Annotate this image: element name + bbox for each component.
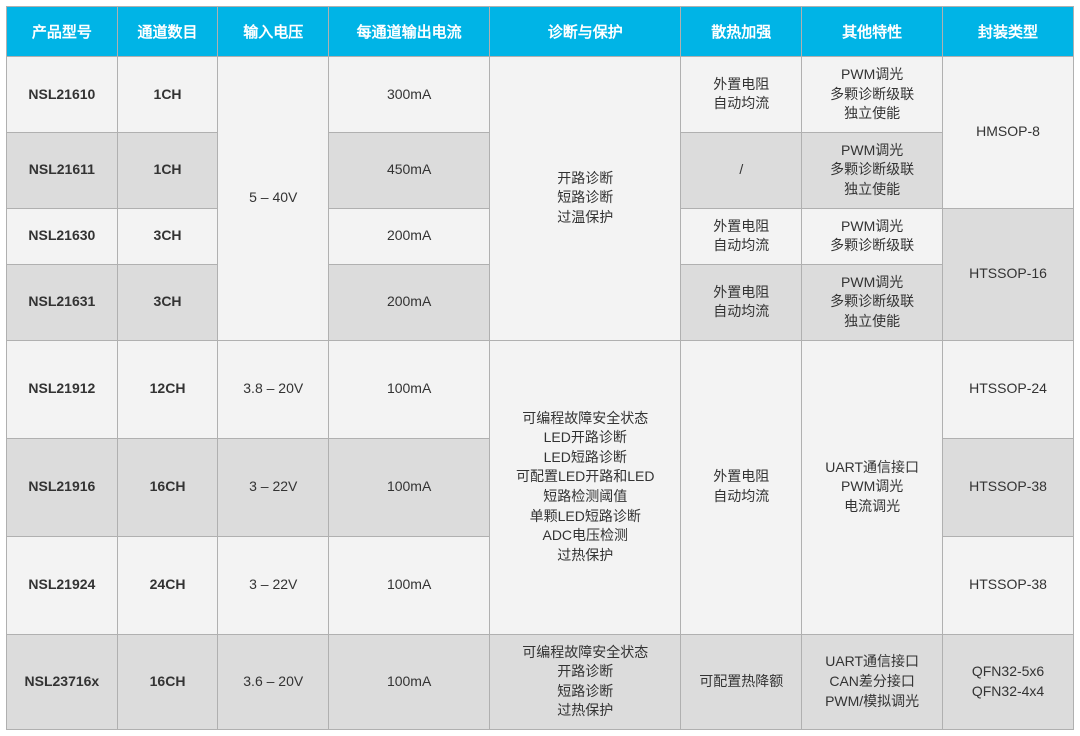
col-header-other-features: 其他特性 (802, 7, 943, 57)
cell-output-current: 100mA (329, 634, 490, 729)
cell-output-current: 100mA (329, 536, 490, 634)
cell-channels: 1CH (117, 132, 218, 208)
cell-thermal: 外置电阻自动均流 (681, 57, 802, 133)
col-header-thermal: 散热加强 (681, 7, 802, 57)
cell-input-voltage: 3 – 22V (218, 438, 329, 536)
cell-thermal: 外置电阻自动均流 (681, 340, 802, 634)
cell-other-features: PWM调光多颗诊断级联独立使能 (802, 132, 943, 208)
cell-diagnostics: 开路诊断短路诊断过温保护 (490, 57, 681, 341)
cell-output-current: 450mA (329, 132, 490, 208)
cell-model: NSL21912 (7, 340, 118, 438)
cell-thermal: 外置电阻自动均流 (681, 208, 802, 264)
cell-channels: 16CH (117, 438, 218, 536)
cell-thermal: 可配置热降额 (681, 634, 802, 729)
cell-package: HMSOP-8 (943, 57, 1074, 209)
cell-package: QFN32-5x6QFN32-4x4 (943, 634, 1074, 729)
cell-channels: 16CH (117, 634, 218, 729)
col-header-channels: 通道数目 (117, 7, 218, 57)
cell-model: NSL21916 (7, 438, 118, 536)
product-spec-table: 产品型号 通道数目 输入电压 每通道输出电流 诊断与保护 散热加强 其他特性 封… (6, 6, 1074, 730)
cell-input-voltage: 5 – 40V (218, 57, 329, 341)
cell-model: NSL21610 (7, 57, 118, 133)
cell-channels: 24CH (117, 536, 218, 634)
cell-output-current: 100mA (329, 340, 490, 438)
table-row: NSL216101CH5 – 40V300mA开路诊断短路诊断过温保护外置电阻自… (7, 57, 1074, 133)
cell-model: NSL21631 (7, 264, 118, 340)
cell-output-current: 300mA (329, 57, 490, 133)
cell-output-current: 200mA (329, 264, 490, 340)
cell-package: HTSSOP-24 (943, 340, 1074, 438)
cell-diagnostics: 可编程故障安全状态开路诊断短路诊断过热保护 (490, 634, 681, 729)
col-header-diagnostics: 诊断与保护 (490, 7, 681, 57)
cell-channels: 3CH (117, 208, 218, 264)
cell-input-voltage: 3.8 – 20V (218, 340, 329, 438)
cell-package: HTSSOP-16 (943, 208, 1074, 340)
cell-other-features: PWM调光多颗诊断级联独立使能 (802, 264, 943, 340)
cell-output-current: 200mA (329, 208, 490, 264)
cell-channels: 12CH (117, 340, 218, 438)
col-header-output-current: 每通道输出电流 (329, 7, 490, 57)
cell-other-features: UART通信接口PWM调光电流调光 (802, 340, 943, 634)
cell-other-features: PWM调光多颗诊断级联独立使能 (802, 57, 943, 133)
cell-input-voltage: 3.6 – 20V (218, 634, 329, 729)
cell-diagnostics: 可编程故障安全状态LED开路诊断LED短路诊断可配置LED开路和LED短路检测阈… (490, 340, 681, 634)
cell-channels: 1CH (117, 57, 218, 133)
cell-model: NSL21630 (7, 208, 118, 264)
cell-package: HTSSOP-38 (943, 536, 1074, 634)
cell-other-features: UART通信接口CAN差分接口PWM/模拟调光 (802, 634, 943, 729)
cell-output-current: 100mA (329, 438, 490, 536)
cell-model: NSL21611 (7, 132, 118, 208)
cell-package: HTSSOP-38 (943, 438, 1074, 536)
cell-thermal: / (681, 132, 802, 208)
cell-channels: 3CH (117, 264, 218, 340)
col-header-input-voltage: 输入电压 (218, 7, 329, 57)
cell-other-features: PWM调光多颗诊断级联 (802, 208, 943, 264)
cell-model: NSL21924 (7, 536, 118, 634)
table-row: NSL2191212CH3.8 – 20V100mA可编程故障安全状态LED开路… (7, 340, 1074, 438)
header-row: 产品型号 通道数目 输入电压 每通道输出电流 诊断与保护 散热加强 其他特性 封… (7, 7, 1074, 57)
table-body: NSL216101CH5 – 40V300mA开路诊断短路诊断过温保护外置电阻自… (7, 57, 1074, 730)
cell-model: NSL23716x (7, 634, 118, 729)
col-header-package: 封装类型 (943, 7, 1074, 57)
cell-input-voltage: 3 – 22V (218, 536, 329, 634)
col-header-model: 产品型号 (7, 7, 118, 57)
cell-thermal: 外置电阻自动均流 (681, 264, 802, 340)
table-row: NSL23716x16CH3.6 – 20V100mA可编程故障安全状态开路诊断… (7, 634, 1074, 729)
